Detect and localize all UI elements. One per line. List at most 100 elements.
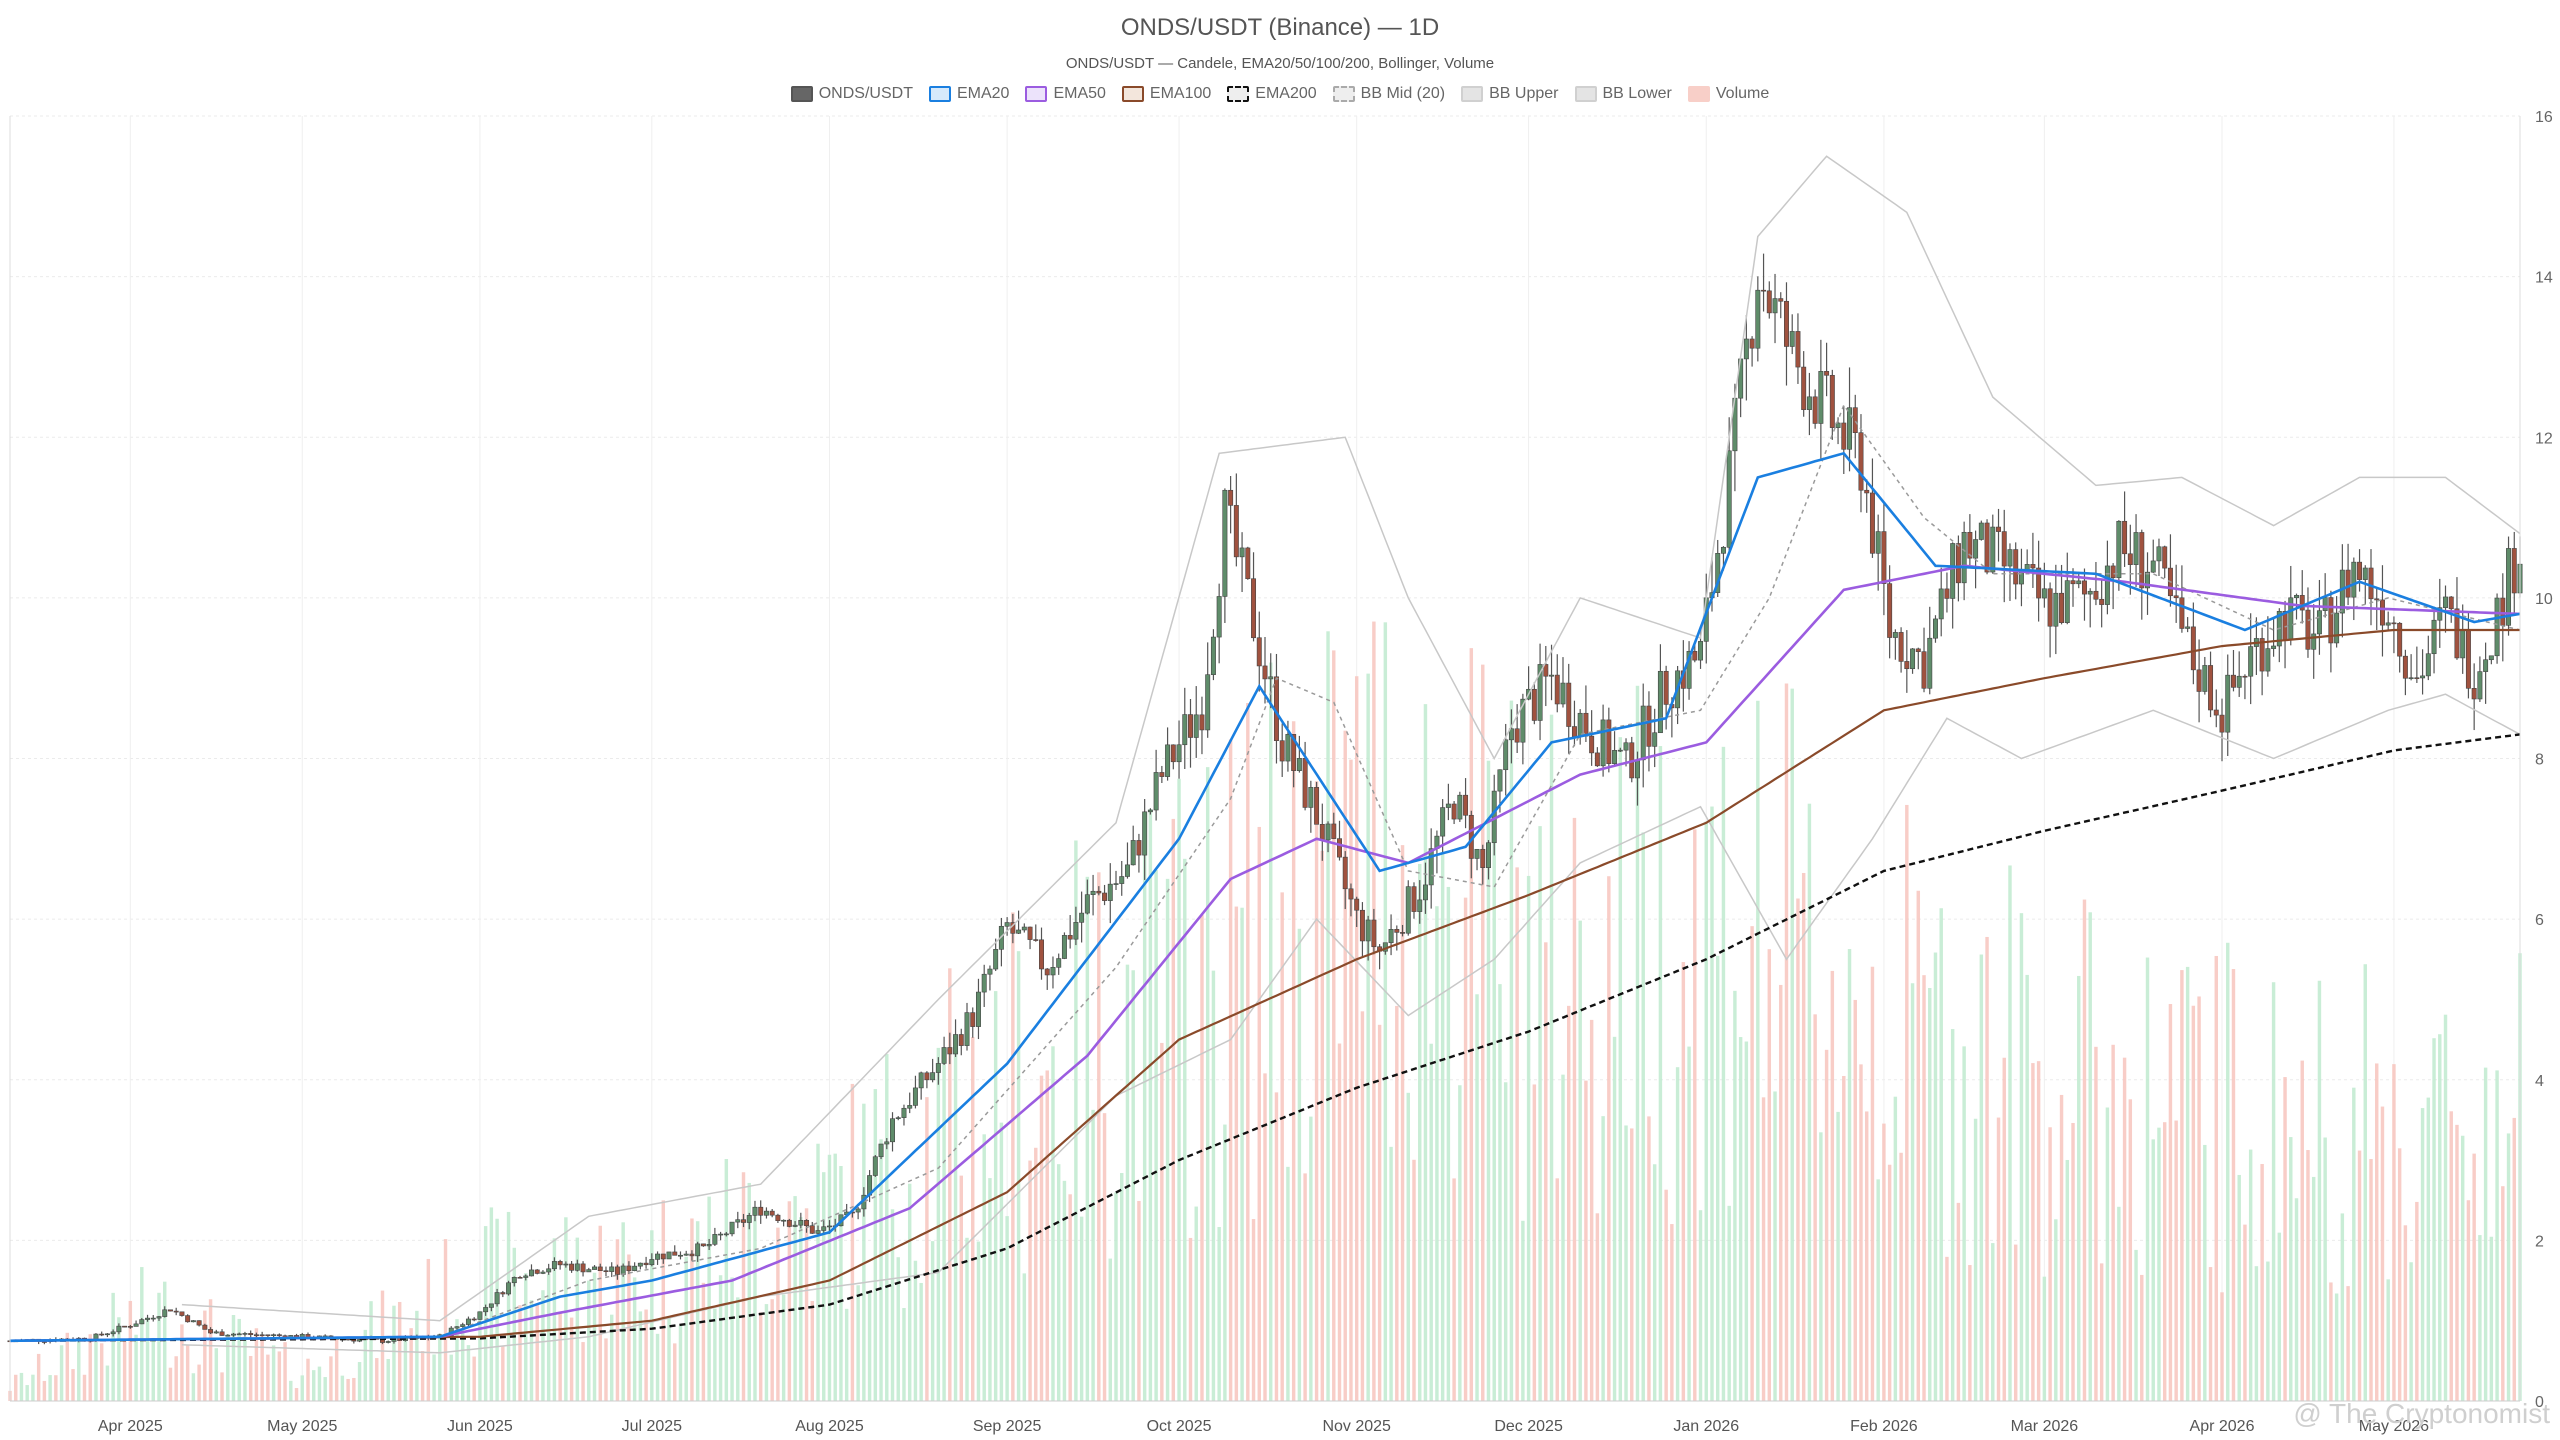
x-tick-label: Jun 2025 — [447, 1418, 513, 1435]
volume-bar — [2065, 1159, 2070, 1401]
candle-body — [2294, 595, 2299, 599]
candle-body — [156, 1316, 162, 1319]
volume-bar — [254, 1328, 259, 1401]
legend-item[interactable]: BB Upper — [1461, 85, 1559, 103]
volume-bar — [501, 1345, 505, 1401]
candle-body — [2185, 626, 2191, 629]
candle-body — [1119, 876, 1125, 884]
volume-bar — [609, 1314, 614, 1401]
candle-body — [1308, 787, 1314, 808]
volume-bar — [157, 1292, 161, 1401]
candle-body — [2374, 598, 2380, 601]
candle-body — [1726, 450, 1732, 548]
candle-body — [1325, 823, 1331, 841]
legend-item[interactable]: EMA20 — [928, 85, 1009, 103]
volume-bar — [948, 968, 952, 1401]
candle-body — [1938, 588, 1944, 620]
volume-bar — [340, 1375, 345, 1401]
volume-bar — [1561, 1074, 1565, 1401]
volume-bar — [1194, 1206, 1198, 1401]
volume-bar — [231, 1315, 236, 1401]
candle-body — [1222, 489, 1228, 597]
volume-bar — [2077, 975, 2081, 1401]
volume-bar — [36, 1353, 41, 1401]
legend-label: Volume — [1715, 85, 1770, 102]
volume-bar — [1177, 778, 1181, 1401]
candle-body — [2494, 597, 2500, 657]
volume-bar — [443, 1239, 448, 1401]
volume-bar — [1154, 869, 1158, 1401]
volume-bar — [1595, 1213, 1600, 1401]
volume-bar — [237, 1318, 241, 1401]
legend-item[interactable]: Volume — [1687, 85, 1770, 103]
candle-body — [769, 1210, 775, 1216]
candle-body — [2259, 638, 2265, 672]
candle-body — [1239, 547, 1245, 558]
legend-item[interactable]: EMA50 — [1025, 85, 1106, 103]
candle-body — [1617, 749, 1623, 752]
volume-bar — [902, 1308, 906, 1401]
volume-bar — [873, 1089, 878, 1401]
volume-bar — [1205, 767, 1210, 1401]
candle-body — [683, 1253, 689, 1256]
volume-bar — [1589, 1019, 1594, 1401]
volume-bar — [77, 1340, 81, 1401]
volume-bar — [460, 1329, 465, 1401]
candle-body — [746, 1215, 752, 1223]
legend-item[interactable]: BB Lower — [1574, 85, 1672, 103]
candle-body — [1749, 338, 1755, 349]
volume-bar — [1045, 1070, 1049, 1401]
volume-bar — [2501, 1186, 2505, 1401]
volume-bar — [1933, 952, 1938, 1401]
candle-body — [1915, 648, 1921, 652]
candle-body — [259, 1334, 265, 1337]
candle-body — [1124, 864, 1130, 877]
volume-bar — [988, 1178, 992, 1401]
candle-body — [1314, 787, 1320, 825]
candle-body — [741, 1219, 746, 1223]
candle-body — [964, 1012, 970, 1046]
candle-body — [1205, 674, 1211, 731]
candle-body — [1245, 547, 1251, 580]
legend-item[interactable]: BB Mid (20) — [1332, 85, 1445, 103]
volume-bar — [2071, 1122, 2075, 1401]
candle-body — [2511, 548, 2517, 594]
volume-bar — [455, 1319, 459, 1401]
candle-body — [1778, 298, 1784, 302]
volume-bar — [552, 1238, 557, 1401]
volume-bar — [976, 1241, 981, 1401]
volume-bar — [1423, 704, 1428, 1401]
volume-bar — [2162, 1122, 2167, 1401]
volume-bar — [1142, 834, 1147, 1401]
candle-body — [1640, 705, 1646, 761]
volume-bar — [707, 1196, 711, 1401]
volume-bar — [913, 1260, 918, 1401]
candle-body — [1812, 396, 1818, 424]
candle-body — [2087, 590, 2093, 595]
legend-item[interactable]: EMA200 — [1227, 85, 1317, 103]
volume-bar — [770, 1299, 774, 1401]
candle-body — [1296, 758, 1302, 771]
volume-bar — [392, 1305, 396, 1401]
volume-bar — [896, 1257, 900, 1401]
volume-bar — [1418, 863, 1422, 1401]
legend-item[interactable]: ONDS/USDT — [790, 85, 913, 103]
volume-bar — [2334, 1293, 2339, 1401]
volume-bar — [1939, 908, 1943, 1401]
volume-bar — [1698, 1210, 1703, 1401]
volume-bar — [2460, 1135, 2465, 1401]
candle-body — [2013, 549, 2019, 585]
candle-body — [758, 1206, 764, 1216]
candle-body — [563, 1263, 569, 1266]
candle-body — [1606, 719, 1612, 764]
candle-body — [1715, 553, 1721, 593]
candle-body — [2443, 596, 2448, 608]
x-tick-label: Dec 2025 — [1494, 1418, 1563, 1435]
legend-item[interactable]: EMA100 — [1121, 85, 1211, 103]
candle-body — [2179, 597, 2185, 629]
candle-body — [2041, 588, 2047, 599]
volume-bar — [2180, 970, 2184, 1401]
volume-bar — [1521, 1220, 1525, 1401]
candle-body — [1474, 848, 1480, 859]
